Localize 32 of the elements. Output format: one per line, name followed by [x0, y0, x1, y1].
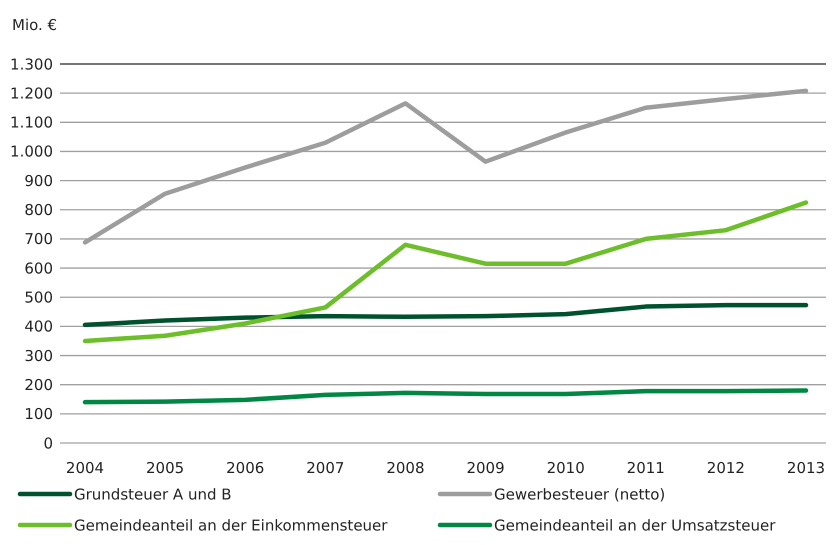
legend-label: Grundsteuer A und B [74, 485, 232, 504]
y-tick-label: 1.100 [10, 114, 53, 132]
x-tick-label: 2005 [146, 459, 184, 477]
y-tick-label: 100 [24, 405, 53, 424]
x-tick-label: 2004 [66, 459, 104, 477]
y-tick-label: 700 [24, 230, 53, 248]
legend-label: Gemeindeanteil an der Umsatzsteuer [494, 516, 776, 534]
y-tick-label: 500 [24, 288, 53, 306]
y-tick-label: 900 [24, 172, 53, 190]
line-series [82, 388, 808, 404]
y-tick-label: 1.000 [10, 142, 53, 161]
y-tick-label: 800 [24, 201, 53, 220]
y-tick-label: 300 [24, 346, 53, 365]
y-tick-label: 1.200 [10, 84, 53, 102]
line-series [82, 302, 808, 328]
x-tick-label: 2008 [386, 459, 425, 477]
x-tick-label: 2007 [306, 459, 344, 477]
y-tick-label: 600 [24, 259, 53, 278]
x-tick-label: 2011 [626, 459, 665, 477]
x-tick-label: 2009 [466, 459, 505, 477]
y-tick-label: 1.300 [10, 55, 53, 74]
x-tick-label: 2013 [786, 459, 826, 477]
y-tick-label: 400 [24, 318, 53, 336]
y-axis-title: Mio. € [12, 16, 58, 34]
x-tick-label: 2010 [546, 459, 585, 477]
line-series [82, 200, 808, 344]
x-tick-label: 2006 [226, 459, 264, 477]
legend-label: Gewerbesteuer (netto) [494, 485, 666, 504]
legend-label: Gemeindeanteil an der Einkommensteuer [74, 516, 388, 534]
y-tick-label: 0 [43, 434, 53, 452]
y-tick-label: 200 [24, 376, 53, 394]
x-tick-label: 2012 [706, 459, 745, 477]
